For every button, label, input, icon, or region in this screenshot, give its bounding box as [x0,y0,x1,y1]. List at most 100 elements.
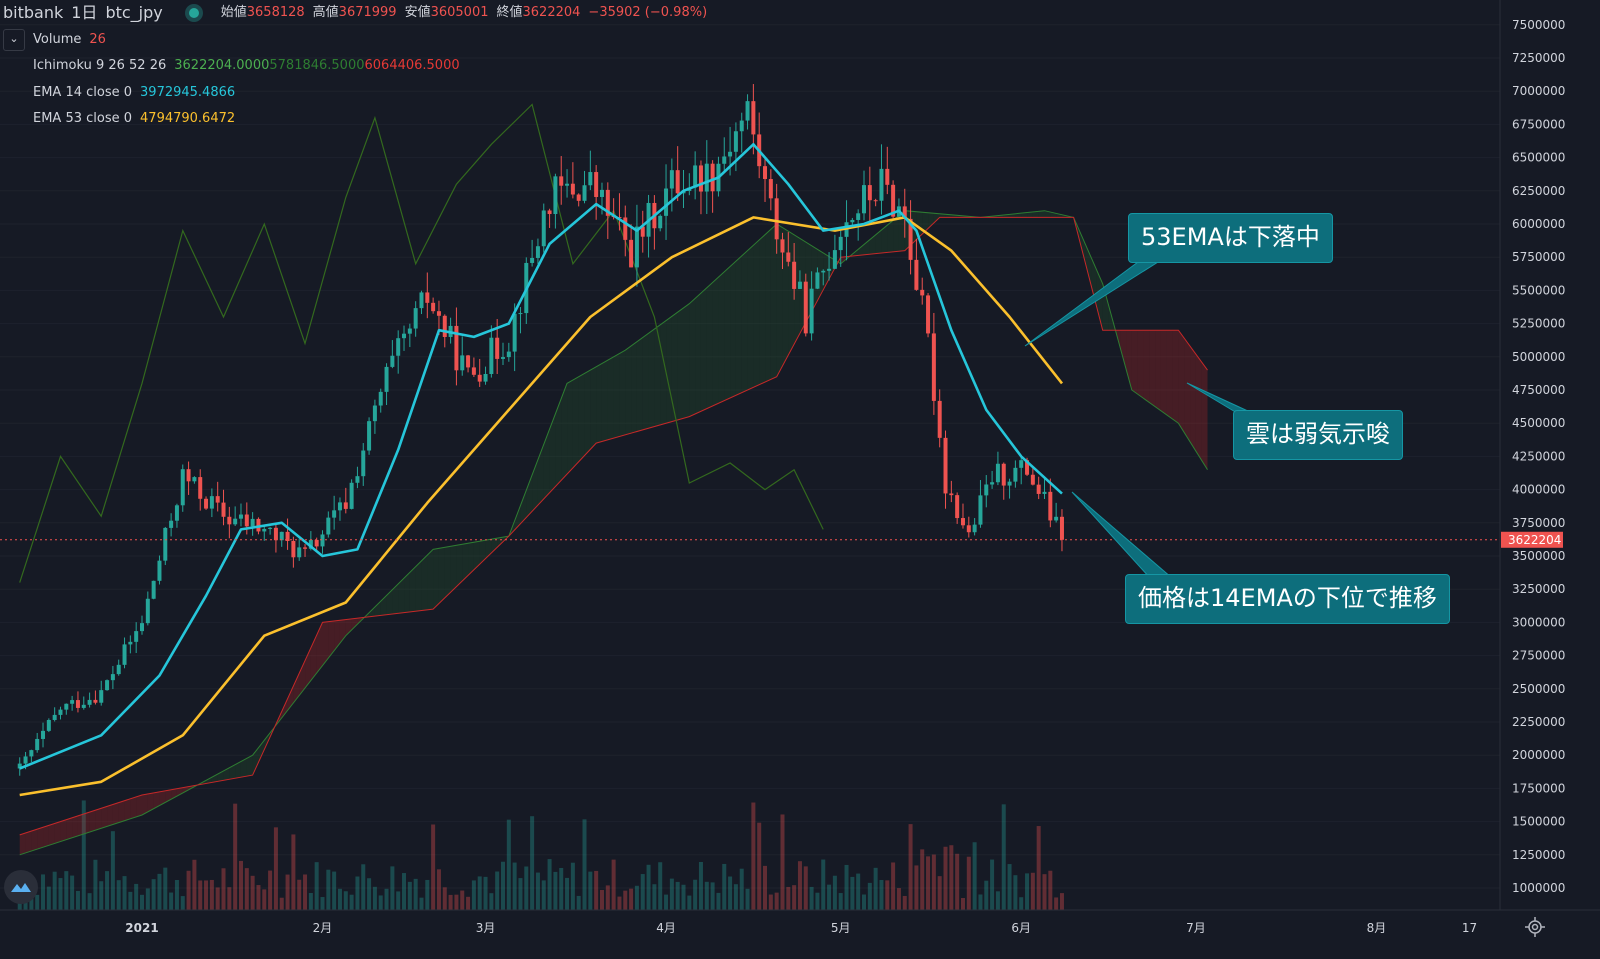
cloud-segment [252,747,259,776]
cloud-segment [1120,330,1127,369]
volume-bar [238,860,243,910]
candle-body [704,163,709,192]
candle-body [995,463,1000,483]
candle-body [70,700,75,704]
volume-bar [326,869,331,910]
cloud-segment [782,227,789,366]
candle-body [134,631,139,642]
cloud-segment [590,366,597,450]
callout-pointer [1071,491,1174,579]
price-tick-label: 4750000 [1512,383,1565,397]
volume-bar [960,897,965,910]
cloud-segment [1131,330,1138,395]
volume-bar [169,892,174,910]
volume-bar [768,894,773,910]
candle-body [891,184,896,217]
gear-icon[interactable] [1524,916,1546,938]
cloud-segment [112,802,119,825]
cloud-segment [683,303,690,419]
candle-body [623,217,628,240]
candle-body [739,120,744,132]
candle-body [693,165,698,188]
candle-body [914,259,919,290]
indicator-row-ema14[interactable]: EMA 14 close 0 3972945.4866 [0,80,715,107]
candle-body [116,664,121,675]
candle-body [751,101,756,135]
candle-body [1048,491,1053,521]
candle-body [658,215,663,229]
callout-price-below-14ema: 価格は14EMAの下位で推移 [1125,574,1450,624]
cloud-segment [596,363,602,444]
candle-body [180,469,185,506]
candle-body [547,210,552,215]
cloud-segment [666,316,672,424]
cloud-segment [887,220,894,253]
candle-body [291,540,296,558]
volume-bar [99,881,104,910]
cloud-segment [695,293,701,414]
cloud-segment [421,555,428,611]
volume-bar [681,884,686,910]
candle-body [920,289,925,296]
candle-body [105,680,110,691]
cloud-segment [648,329,655,429]
volume-bar [402,873,407,910]
indicator-value: 4794790.6472 [140,111,236,127]
volume-bar [739,868,744,910]
chikou-span [19,103,824,583]
indicator-row-ema53[interactable]: EMA 53 close 0 4794790.6472 [0,106,715,133]
candle-body [780,239,785,253]
cloud-segment [211,774,218,783]
volume-bar [634,885,639,910]
volume-bar [297,879,302,910]
volume-bar [716,892,721,910]
volume-bar [425,879,430,910]
chevron-down-icon[interactable]: ⌄ [3,28,25,51]
price-tick-label: 1250000 [1512,848,1565,862]
symbol-row: bitbank 1日 btc_jpy 始値3658128 高値3671999 安値3… [0,0,715,27]
cloud-segment [235,761,241,779]
cloud-segment [671,312,678,422]
volume-bar [419,897,424,910]
candle-body [827,268,832,271]
cloud-segment [101,806,108,829]
candle-body [110,674,115,681]
cloud-segment [491,538,498,553]
cloud-segment [578,373,585,462]
volume-bar [250,875,255,910]
volume-bar [407,881,412,910]
cloud-segment [392,583,399,615]
candlesticks [17,84,1064,776]
ohlc-value: 3605001 [430,5,489,21]
candle-body [314,539,319,547]
cloud-segment [631,341,637,434]
volume-bar [728,876,733,910]
volume-bar [978,894,983,910]
exchange-name[interactable]: bitbank [3,3,64,23]
candle-body [361,450,366,477]
volume-bar [233,803,238,910]
pair-label[interactable]: btc_jpy [105,3,163,23]
volume-bar [448,894,453,910]
tradingview-logo-icon[interactable] [4,870,38,904]
candle-body [326,517,331,535]
cloud-segment [1184,338,1191,442]
candle-body [745,101,750,121]
ema-53-line [19,216,1064,797]
cloud-segment [25,831,32,853]
candle-body [501,357,505,359]
indicator-row-ichimoku[interactable]: Ichimoku 9 26 52 26 3622204.0000 5781846… [0,53,715,80]
cloud-segment [700,287,707,412]
cloud-segment [258,740,265,763]
candle-body [530,257,535,263]
candle-body [46,719,51,731]
volume-bar [105,871,110,910]
cloud-segment [689,298,696,417]
cloud-segment [933,213,940,223]
cloud-segment [427,549,434,610]
volume-bar [710,882,715,910]
indicator-row-volume[interactable]: ⌄ Volume 26 [0,27,715,54]
cloud-segment [869,234,876,255]
interval-label[interactable]: 1日 [71,3,98,23]
